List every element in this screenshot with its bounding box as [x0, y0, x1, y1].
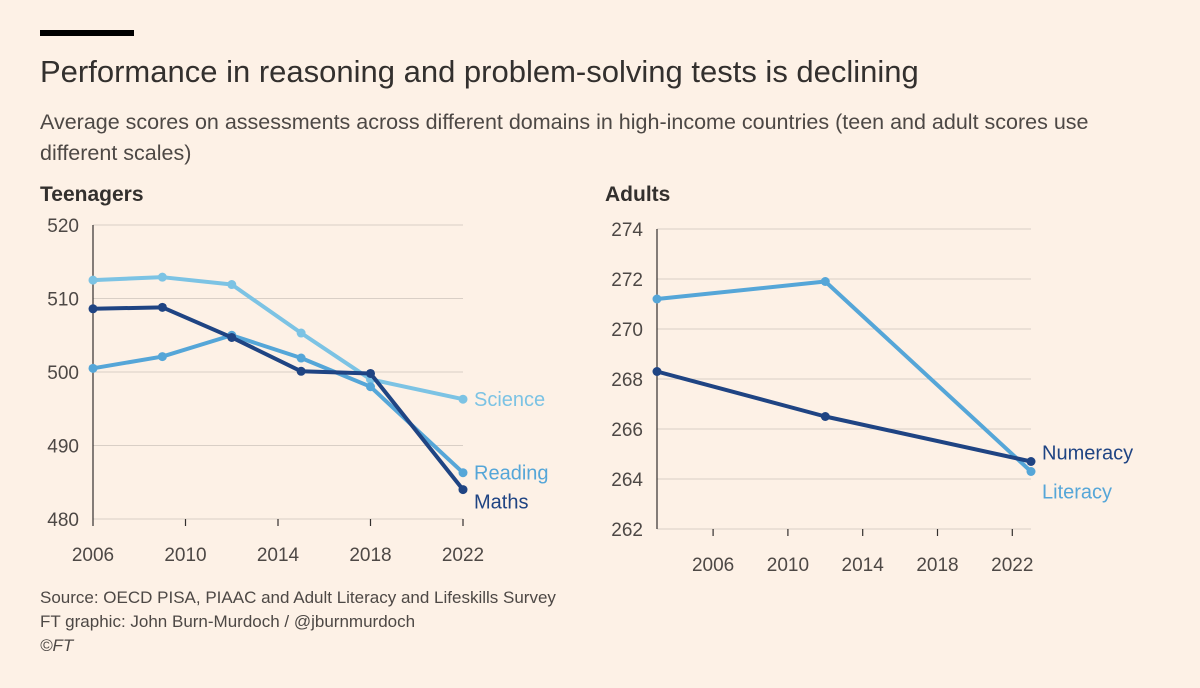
adults-series-literacy-line [655, 279, 1033, 474]
adults-series-literacy-point-2023 [1026, 467, 1036, 476]
adults-series-numeracy-point-2012 [820, 412, 830, 421]
adults-x-tick-2010: 2010 [767, 555, 809, 576]
adults-series-numeracy-point-2023 [1026, 457, 1036, 466]
teenagers-series-maths-point-2009 [157, 302, 167, 312]
teenagers-series-label-science: Science [474, 389, 545, 411]
adults-y-tick-268: 268 [611, 370, 643, 391]
adults-y-tick-262: 262 [611, 520, 643, 541]
teenagers-series-reading-point-2009 [157, 352, 167, 362]
teenagers-series-reading-point-2015 [296, 353, 306, 363]
adults-y-tick-270: 270 [611, 320, 643, 341]
teenagers-y-tick-490: 490 [47, 437, 79, 458]
teenagers-series-science-point-2012 [227, 280, 237, 290]
teenagers-y-tick-510: 510 [47, 290, 79, 311]
adults-panel-title: Adults [605, 183, 671, 206]
teenagers-x-tick-2010: 2010 [164, 545, 206, 566]
teenagers-series-label-reading: Reading [474, 463, 549, 485]
teenagers-y-tick-480: 480 [47, 510, 79, 531]
teenagers-series-science-point-2015 [296, 328, 306, 338]
teenagers-series-reading-line [91, 333, 465, 475]
teenagers-x-tick-2018: 2018 [349, 545, 391, 566]
teenagers-series-reading-point-2018 [366, 382, 375, 392]
adults-x-tick-2022: 2022 [991, 555, 1033, 576]
teenagers-series-maths-point-2022 [458, 485, 468, 495]
credit-note: FT graphic: John Burn-Murdoch / @jburnmu… [40, 612, 416, 631]
teenagers-series-maths-point-2012 [227, 332, 237, 342]
teenagers-series-science-point-2006 [88, 275, 98, 285]
teenagers-series-reading-point-2022 [458, 468, 468, 478]
chart-title: Performance in reasoning and problem-sol… [40, 54, 919, 89]
teenagers-y-tick-500: 500 [47, 363, 79, 384]
teenagers-series-reading-point-2006 [88, 363, 98, 373]
adults-x-tick-2014: 2014 [842, 555, 885, 576]
copyright-note: ©FT [40, 636, 74, 655]
source-note: Source: OECD PISA, PIAAC and Adult Liter… [40, 588, 556, 607]
teenagers-series-maths-point-2018 [366, 368, 375, 378]
adults-series-label-numeracy: Numeracy [1042, 443, 1133, 465]
teenagers-x-tick-2014: 2014 [257, 545, 300, 566]
adults-y-tick-264: 264 [611, 470, 643, 491]
adults-y-tick-266: 266 [611, 420, 643, 441]
teenagers-series-maths-point-2015 [296, 366, 306, 376]
teenagers-series-science-point-2009 [157, 272, 167, 282]
adults-series-literacy-point-2003 [652, 294, 662, 304]
teenagers-series-science-line [91, 275, 465, 402]
adults-series-numeracy-line [655, 369, 1033, 464]
adults-y-tick-272: 272 [611, 270, 643, 291]
teenagers-series-label-maths: Maths [474, 492, 528, 514]
adults-y-tick-274: 274 [611, 220, 643, 241]
teenagers-series-maths-point-2006 [88, 304, 98, 314]
teenagers-x-tick-2022: 2022 [442, 545, 484, 566]
adults-series-numeracy-point-2003 [652, 367, 662, 376]
teenagers-y-tick-520: 520 [47, 216, 79, 237]
ft-top-bar [40, 30, 134, 36]
adults-series-label-literacy: Literacy [1042, 482, 1112, 504]
adults-series-literacy-point-2012 [820, 277, 830, 286]
adults-x-tick-2018: 2018 [916, 555, 958, 576]
teenagers-series-maths-line [91, 305, 465, 492]
adults-x-tick-2006: 2006 [692, 555, 734, 576]
teenagers-x-tick-2006: 2006 [72, 545, 114, 566]
teenagers-series-science-point-2022 [458, 394, 468, 404]
teenagers-panel-title: Teenagers [40, 183, 144, 206]
chart-subtitle: Average scores on assessments across dif… [40, 110, 1089, 165]
